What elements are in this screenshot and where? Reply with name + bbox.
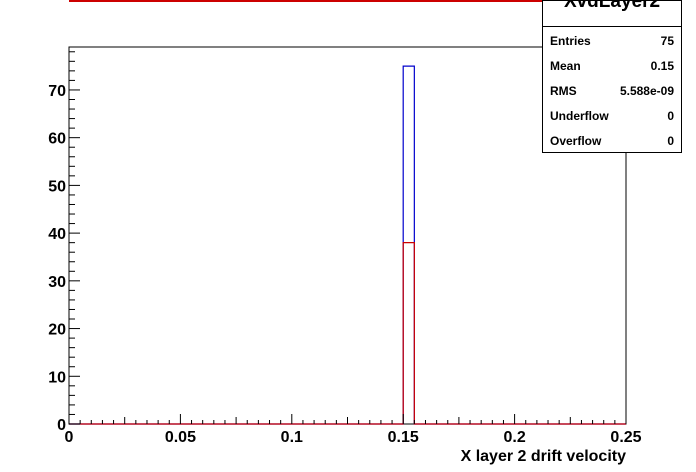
stats-row-rms: RMS 5.588e-09 xyxy=(550,84,674,104)
x-axis-label: X layer 2 drift velocity xyxy=(461,448,627,465)
stats-value: 0 xyxy=(667,109,674,123)
stats-row-overflow: Overflow 0 xyxy=(550,134,674,154)
stats-value: 75 xyxy=(660,34,674,48)
y-tick-label: 70 xyxy=(48,83,66,100)
x-tick-label: 0.25 xyxy=(610,429,641,446)
x-tick-label: 0.1 xyxy=(281,429,303,446)
stats-value: 0 xyxy=(667,134,674,148)
stats-title: XvdLayer2 xyxy=(563,0,661,12)
stats-label: Mean xyxy=(550,59,581,73)
y-tick-label: 40 xyxy=(48,226,66,243)
y-tick-label: 30 xyxy=(48,274,66,291)
stats-label: Entries xyxy=(550,34,591,48)
stats-value: 5.588e-09 xyxy=(619,84,674,98)
stats-divider xyxy=(543,26,681,27)
x-tick-label: 0.15 xyxy=(388,429,419,446)
y-tick-label: 0 xyxy=(57,417,66,434)
stats-value: 0.15 xyxy=(650,59,674,73)
y-tick-label: 60 xyxy=(48,131,66,148)
y-tick-label: 50 xyxy=(48,178,66,195)
y-tick-label: 10 xyxy=(48,369,66,386)
stats-label: Overflow xyxy=(550,134,602,148)
stats-label: RMS xyxy=(550,84,577,98)
x-tick-label: 0 xyxy=(65,429,74,446)
stats-row-mean: Mean 0.15 xyxy=(550,59,674,79)
stats-box: XvdLayer2 Entries 75 Mean 0.15 RMS 5.588… xyxy=(542,0,682,153)
x-tick-label: 0.05 xyxy=(165,429,196,446)
stats-label: Underflow xyxy=(550,109,609,123)
y-tick-label: 20 xyxy=(48,322,66,339)
stats-row-entries: Entries 75 xyxy=(550,34,674,54)
histogram-series-1 xyxy=(69,242,626,425)
x-tick-label: 0.2 xyxy=(503,429,525,446)
stats-row-underflow: Underflow 0 xyxy=(550,109,674,129)
